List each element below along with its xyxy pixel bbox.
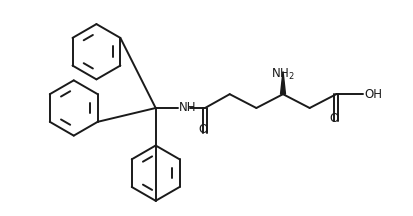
Text: NH$_2$: NH$_2$ — [271, 67, 294, 82]
Text: O: O — [329, 112, 338, 125]
Text: OH: OH — [363, 88, 381, 101]
Polygon shape — [280, 71, 285, 94]
Text: NH: NH — [179, 100, 197, 114]
Text: O: O — [198, 123, 207, 136]
